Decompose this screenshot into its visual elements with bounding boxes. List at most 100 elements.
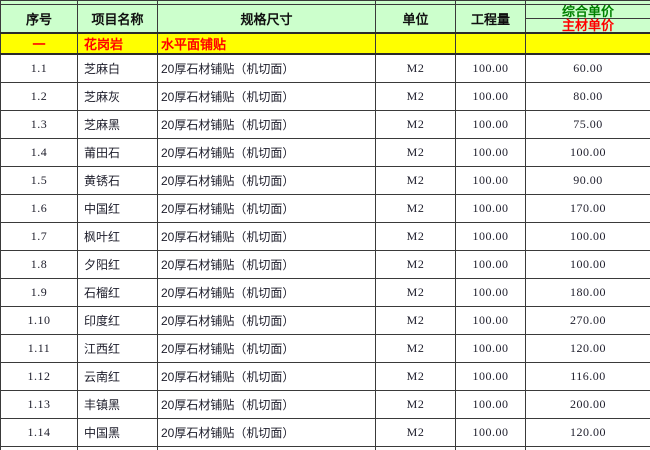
section-row-granite: 一 花岗岩 水平面铺贴: [0, 32, 650, 55]
cell-spec: 20厚石材铺贴（机切面）: [157, 277, 376, 307]
table-body: 1.1 芝麻白 20厚石材铺贴（机切面） M2 100.00 60.00 1.2…: [0, 53, 650, 447]
cell-serial: 1.2: [0, 81, 78, 111]
header-spec: 规格尺寸: [157, 4, 376, 34]
cutoff-cell: [157, 445, 376, 450]
cell-serial: 1.1: [0, 53, 78, 83]
cell-price: 100.00: [525, 221, 650, 251]
header-unit: 单位: [375, 4, 456, 34]
cell-quantity: 100.00: [455, 389, 526, 419]
cell-spec: 20厚石材铺贴（机切面）: [157, 389, 376, 419]
cell-item-name: 芝麻白: [77, 53, 158, 83]
cell-serial: 1.13: [0, 389, 78, 419]
cutoff-cell: [0, 445, 78, 450]
table-row: 1.11 江西红 20厚石材铺贴（机切面） M2 100.00 120.00: [0, 333, 650, 363]
header-price-material: 主材单价: [561, 18, 614, 33]
header-item-name: 项目名称: [77, 4, 158, 34]
cell-quantity: 100.00: [455, 53, 526, 83]
cell-quantity: 100.00: [455, 193, 526, 223]
cell-item-name: 枫叶红: [77, 221, 158, 251]
cell-unit: M2: [375, 249, 456, 279]
cell-item-name: 芝麻黑: [77, 109, 158, 139]
cell-item-name: 黄锈石: [77, 165, 158, 195]
cell-item-name: 夕阳红: [77, 249, 158, 279]
table-row: 1.7 枫叶红 20厚石材铺贴（机切面） M2 100.00 100.00: [0, 221, 650, 251]
cell-spec: 20厚石材铺贴（机切面）: [157, 193, 376, 223]
table-row: 1.3 芝麻黑 20厚石材铺贴（机切面） M2 100.00 75.00: [0, 109, 650, 139]
cell-serial: 1.9: [0, 277, 78, 307]
cell-serial: 1.12: [0, 361, 78, 391]
cell-quantity: 100.00: [455, 165, 526, 195]
cell-unit: M2: [375, 137, 456, 167]
cell-serial: 1.5: [0, 165, 78, 195]
cell-unit: M2: [375, 305, 456, 335]
cell-serial: 1.11: [0, 333, 78, 363]
cell-unit: M2: [375, 277, 456, 307]
cell-quantity: 100.00: [455, 277, 526, 307]
cutoff-bottom-row: [0, 445, 650, 450]
cell-spec: 20厚石材铺贴（机切面）: [157, 249, 376, 279]
table-row: 1.2 芝麻灰 20厚石材铺贴（机切面） M2 100.00 80.00: [0, 81, 650, 111]
cell-price: 90.00: [525, 165, 650, 195]
cell-item-name: 中国红: [77, 193, 158, 223]
cell-serial: 1.10: [0, 305, 78, 335]
cell-price: 120.00: [525, 333, 650, 363]
cell-item-name: 芝麻灰: [77, 81, 158, 111]
cell-item-name: 中国黑: [77, 417, 158, 447]
cell-unit: M2: [375, 333, 456, 363]
cell-item-name: 云南红: [77, 361, 158, 391]
cell-spec: 20厚石材铺贴（机切面）: [157, 81, 376, 111]
cell-price: 270.00: [525, 305, 650, 335]
table-row: 1.12 云南红 20厚石材铺贴（机切面） M2 100.00 116.00: [0, 361, 650, 391]
table-row: 1.13 丰镇黑 20厚石材铺贴（机切面） M2 100.00 200.00: [0, 389, 650, 419]
cell-spec: 20厚石材铺贴（机切面）: [157, 109, 376, 139]
cell-item-name: 江西红: [77, 333, 158, 363]
cell-spec: 20厚石材铺贴（机切面）: [157, 165, 376, 195]
cell-unit: M2: [375, 109, 456, 139]
cell-spec: 20厚石材铺贴（机切面）: [157, 53, 376, 83]
cell-price: 200.00: [525, 389, 650, 419]
table-header-row: 序号 项目名称 规格尺寸 单位 工程量 综合单价 主材单价: [0, 4, 650, 34]
cell-price: 120.00: [525, 417, 650, 447]
cutoff-cell: [375, 445, 456, 450]
cell-price: 100.00: [525, 137, 650, 167]
section-serial: 一: [0, 32, 78, 55]
cell-unit: M2: [375, 361, 456, 391]
table-row: 1.1 芝麻白 20厚石材铺贴（机切面） M2 100.00 60.00: [0, 53, 650, 83]
cell-price: 80.00: [525, 81, 650, 111]
cell-spec: 20厚石材铺贴（机切面）: [157, 417, 376, 447]
cell-spec: 20厚石材铺贴（机切面）: [157, 333, 376, 363]
cell-unit: M2: [375, 165, 456, 195]
cutoff-cell: [525, 445, 650, 450]
section-empty-cell: [375, 32, 456, 55]
cell-quantity: 100.00: [455, 361, 526, 391]
table-row: 1.10 印度红 20厚石材铺贴（机切面） M2 100.00 270.00: [0, 305, 650, 335]
cell-quantity: 100.00: [455, 417, 526, 447]
cutoff-cell: [455, 445, 526, 450]
cell-serial: 1.7: [0, 221, 78, 251]
header-price: 综合单价 主材单价: [525, 4, 650, 34]
cell-unit: M2: [375, 53, 456, 83]
cutoff-cell: [77, 445, 158, 450]
cell-spec: 20厚石材铺贴（机切面）: [157, 221, 376, 251]
table-row: 1.9 石榴红 20厚石材铺贴（机切面） M2 100.00 180.00: [0, 277, 650, 307]
cell-unit: M2: [375, 81, 456, 111]
cell-unit: M2: [375, 417, 456, 447]
cell-item-name: 印度红: [77, 305, 158, 335]
cell-quantity: 100.00: [455, 221, 526, 251]
cell-price: 170.00: [525, 193, 650, 223]
cell-quantity: 100.00: [455, 81, 526, 111]
section-spec: 水平面铺贴: [157, 32, 376, 55]
cell-serial: 1.8: [0, 249, 78, 279]
cell-quantity: 100.00: [455, 305, 526, 335]
cell-price: 60.00: [525, 53, 650, 83]
section-empty-cell: [525, 32, 650, 55]
header-quantity: 工程量: [455, 4, 526, 34]
table-row: 1.5 黄锈石 20厚石材铺贴（机切面） M2 100.00 90.00: [0, 165, 650, 195]
table-row: 1.4 莆田石 20厚石材铺贴（机切面） M2 100.00 100.00: [0, 137, 650, 167]
cell-price: 75.00: [525, 109, 650, 139]
cutoff-top-row: [0, 0, 650, 5]
header-price-composite: 综合单价: [526, 5, 650, 19]
header-serial: 序号: [0, 4, 78, 34]
cell-quantity: 100.00: [455, 333, 526, 363]
